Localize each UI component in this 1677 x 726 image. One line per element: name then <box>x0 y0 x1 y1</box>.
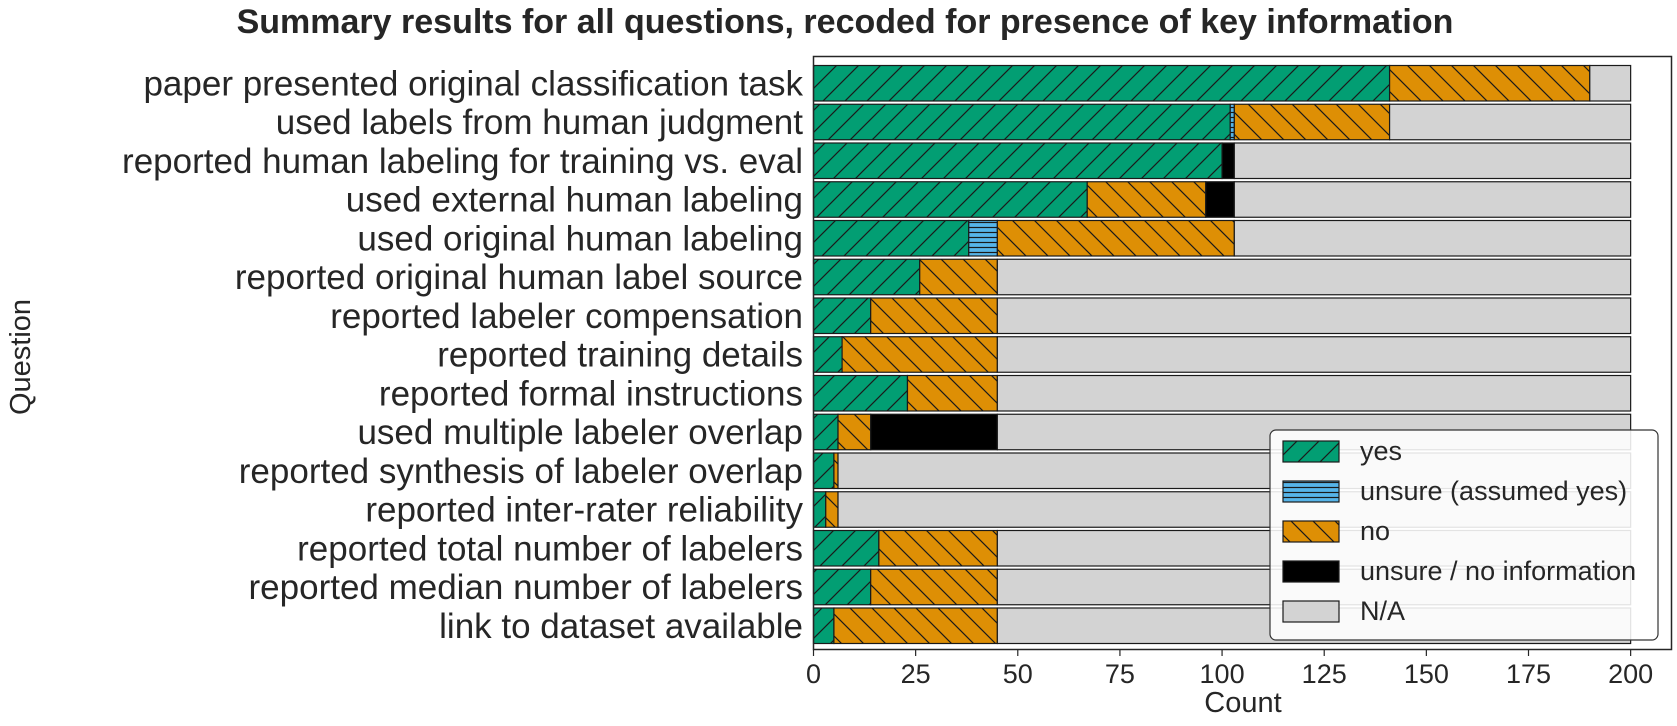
y-tick-label: paper presented original classification … <box>143 64 803 103</box>
bar-segment-yes <box>812 142 1223 180</box>
bar-segment-no <box>833 607 998 645</box>
legend-item-unsure-assumed-yes: unsure (assumed yes) <box>1282 476 1627 506</box>
y-tick-label: used labels from human judgment <box>276 103 804 142</box>
bar-segment-n-a <box>996 336 1632 373</box>
bar-segment-yes <box>812 336 843 373</box>
bar-segment-n-a <box>1233 181 1632 218</box>
legend: yes unsure (assumed yes) no unsure / no inf… <box>1269 429 1659 641</box>
bar-segment-no <box>1388 64 1591 102</box>
bar-segment-no <box>919 258 998 296</box>
x-tick-label: 200 <box>1608 659 1653 689</box>
bar-segment-yes <box>812 258 921 296</box>
bar-segment-yes <box>812 297 872 335</box>
y-tick-label: used original human labeling <box>357 219 803 258</box>
y-tick-label: reported total number of labelers <box>297 529 803 568</box>
bar-segment-n-a <box>996 258 1632 296</box>
bar-segment-unsure-assumed-yes <box>1229 103 1235 141</box>
bar-segment-unsure-no-information <box>1221 142 1235 180</box>
legend-label: N/A <box>1360 596 1405 626</box>
x-tick-label: 150 <box>1404 659 1449 689</box>
plot-frame <box>812 55 1673 651</box>
y-tick-label: used multiple labeler overlap <box>357 413 803 452</box>
y-tick-label: reported original human label source <box>235 258 803 297</box>
bar-segment-no <box>870 297 998 335</box>
bar-segment-no <box>906 374 998 412</box>
chart-title: Summary results for all questions, recod… <box>237 3 1454 41</box>
y-tick-label: reported training details <box>437 336 803 375</box>
y-tick-label: reported inter-rater reliability <box>365 491 803 530</box>
legend-swatch <box>1282 560 1340 583</box>
x-tick-label: 125 <box>1302 659 1347 689</box>
legend-box <box>1269 429 1659 641</box>
y-tick-label: reported formal instructions <box>379 374 803 413</box>
bar-segment-no <box>870 568 998 606</box>
legend-swatch <box>1282 480 1340 503</box>
bar-segment-yes <box>812 374 909 412</box>
y-tick-label: reported human labeling for training vs.… <box>122 142 803 181</box>
bar-segment-n-a <box>1233 219 1632 257</box>
bar-segment-no <box>1233 103 1391 141</box>
bar-segment-yes <box>812 452 835 490</box>
bar-segment-no <box>878 529 998 567</box>
y-tick-label: reported labeler compensation <box>330 297 803 336</box>
bar-segment-no <box>825 491 839 528</box>
x-tick-label: 75 <box>1105 659 1135 689</box>
y-tick-label: link to dataset available <box>439 607 803 646</box>
bar-segment-yes <box>812 413 839 451</box>
x-tick-label: 25 <box>901 659 931 689</box>
bar-segment-unsure-no-information <box>870 413 998 451</box>
y-axis-label: Question <box>5 299 37 415</box>
legend-item-unsure-no-information: unsure / no information <box>1282 556 1636 586</box>
x-axis-label: Count <box>1204 687 1281 719</box>
bar-segment-yes <box>812 103 1231 141</box>
y-tick-labels: paper presented original classification … <box>122 64 803 646</box>
y-tick-label: reported synthesis of labeler overlap <box>239 452 803 491</box>
bar-segment-no <box>1086 181 1207 218</box>
x-ticks: 0 25 50 75 100 125 150 175 200 <box>806 649 1653 689</box>
bar-segment-yes <box>812 219 970 257</box>
legend-label: no <box>1360 516 1390 546</box>
bar-segment-yes <box>812 607 835 645</box>
y-tick-label: reported median number of labelers <box>249 568 803 607</box>
bar-segment-yes <box>812 529 880 567</box>
x-tick-label: 50 <box>1003 659 1033 689</box>
legend-swatch <box>1282 440 1340 463</box>
legend-swatch <box>1282 600 1340 623</box>
x-tick-label: 100 <box>1200 659 1245 689</box>
legend-swatch <box>1282 520 1340 543</box>
bar-segment-yes <box>812 64 1391 102</box>
bar-segment-yes <box>812 491 827 528</box>
bar-segment-n-a <box>1233 142 1632 180</box>
bar-segment-n-a <box>1589 64 1632 102</box>
legend-item-no: no <box>1282 516 1390 546</box>
x-tick-label: 0 <box>806 659 821 689</box>
bar-segment-yes <box>812 181 1088 218</box>
bar-segment-n-a <box>1388 103 1632 141</box>
legend-label: unsure (assumed yes) <box>1360 476 1627 506</box>
legend-item-yes: yes <box>1282 436 1402 466</box>
legend-label: unsure / no information <box>1360 556 1636 586</box>
legend-label: yes <box>1360 436 1402 466</box>
bar-segment-n-a <box>996 374 1632 412</box>
bar-segment-yes <box>812 568 872 606</box>
x-tick-label: 175 <box>1506 659 1551 689</box>
bar-segment-no <box>996 219 1235 257</box>
bar-segment-n-a <box>996 297 1632 335</box>
y-tick-label: used external human labeling <box>346 181 803 220</box>
bar-segment-no <box>841 336 998 373</box>
bar-segment-unsure-assumed-yes <box>968 219 998 257</box>
bar-segment-unsure-no-information <box>1205 181 1235 218</box>
legend-item-n-a: N/A <box>1282 596 1405 626</box>
bar-segment-no <box>833 452 839 490</box>
bar-segment-no <box>837 413 872 451</box>
